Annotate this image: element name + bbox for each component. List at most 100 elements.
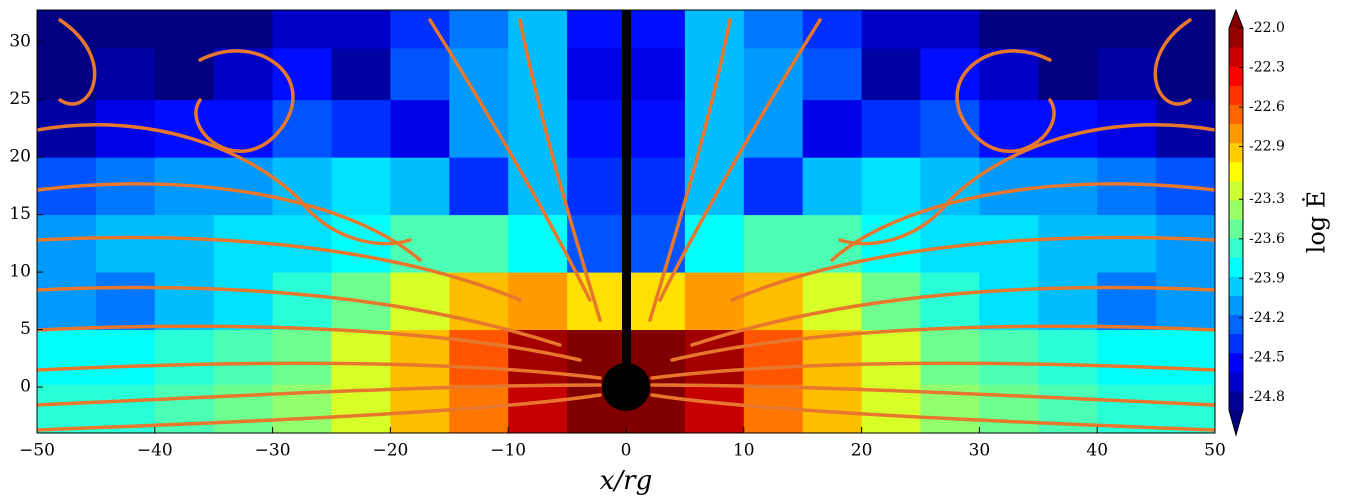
field-cell <box>449 214 509 273</box>
field-cell <box>390 99 450 158</box>
streamline <box>37 383 602 407</box>
colorbar-band <box>1229 390 1243 411</box>
x-tick-label: 20 <box>851 441 873 461</box>
field-cell <box>272 272 332 331</box>
streamline <box>650 393 1215 432</box>
field <box>37 10 1215 433</box>
field-cell <box>1097 214 1157 273</box>
field-cell <box>213 329 274 385</box>
streamline <box>37 123 412 246</box>
streamline <box>650 361 1215 380</box>
field-cell <box>1097 47 1157 101</box>
x-tick-label: −50 <box>19 441 55 461</box>
colorbar: -22.0 -22.3 -22.6 -22.9 -23.3 -23.6 -23.9 -24.2… <box>1228 8 1285 437</box>
field-cell <box>331 329 391 385</box>
field-cell <box>449 99 509 158</box>
streamline <box>838 123 1215 246</box>
field-cell <box>802 10 863 49</box>
field-cell <box>95 329 156 385</box>
field-cell <box>861 329 921 385</box>
colorbar-tick-label: -22.9 <box>1249 139 1285 155</box>
colorbar-band <box>1229 219 1243 239</box>
y-tick-label: 25 <box>9 89 31 109</box>
field-cell <box>508 384 568 433</box>
field-cell <box>684 214 745 273</box>
colorbar-band <box>1229 85 1243 105</box>
field-cell <box>802 157 863 216</box>
field-cell <box>213 272 274 331</box>
streamline <box>670 324 1215 362</box>
y-tick-label: 20 <box>9 147 31 167</box>
field-cell <box>508 99 568 158</box>
field-cell <box>567 99 627 158</box>
streamline <box>37 393 602 432</box>
field-cell <box>626 10 686 49</box>
field-cell <box>213 384 274 433</box>
field-cell <box>95 10 156 49</box>
field-cell <box>979 329 1039 385</box>
colorbar-tick-label: -24.8 <box>1249 389 1285 405</box>
field-cell <box>390 47 450 101</box>
field-cell <box>920 329 980 385</box>
field-cell <box>37 272 97 331</box>
x-tick-label: −20 <box>372 441 408 461</box>
colorbar-extend-top <box>1229 10 1243 28</box>
colorbar-extend-bottom <box>1229 410 1243 435</box>
y-tick-label: 5 <box>20 319 31 339</box>
field-cell <box>213 157 274 216</box>
field-cell <box>272 329 332 385</box>
x-tick-label: 10 <box>733 441 755 461</box>
streamline <box>955 49 1056 153</box>
field-cell <box>37 329 97 385</box>
y-tick-label: 0 <box>20 377 31 397</box>
colorbar-tick-label: -22.6 <box>1249 99 1285 115</box>
streamline <box>37 235 522 302</box>
field-cell <box>390 10 450 49</box>
field-cell <box>567 157 627 216</box>
field-cell <box>331 157 391 216</box>
field-cell <box>1156 272 1215 331</box>
colorbar-tick-label: -23.6 <box>1249 231 1285 247</box>
colorbar-tick-label: -22.3 <box>1249 60 1285 76</box>
field-cell <box>626 99 686 158</box>
streamline <box>428 18 592 302</box>
field-cell <box>272 10 332 49</box>
y-tick-label: 15 <box>9 204 31 224</box>
field-cell <box>567 272 627 331</box>
field-cell <box>802 99 863 158</box>
field-cell <box>508 272 568 331</box>
field-cell <box>449 329 509 385</box>
colorbar-band <box>1229 66 1243 86</box>
x-tick-label: 50 <box>1204 441 1226 461</box>
streamline <box>730 235 1215 302</box>
field-cell <box>390 157 450 216</box>
field-cell <box>979 384 1039 433</box>
field-cell <box>743 272 804 331</box>
field-cell <box>979 272 1039 331</box>
colorbar-tick-label: -23.3 <box>1249 191 1285 207</box>
field-cell <box>1156 47 1215 101</box>
field-cell <box>449 47 509 101</box>
colorbar-band <box>1229 314 1243 335</box>
field-cell <box>743 157 804 216</box>
colorbar-band <box>1229 276 1243 296</box>
field-cell <box>920 10 980 49</box>
field-cell <box>567 47 627 101</box>
field-cell <box>331 10 391 49</box>
streamline <box>37 324 582 362</box>
field-cell <box>449 10 509 49</box>
field-cell <box>449 272 509 331</box>
colorbar-band <box>1229 238 1243 258</box>
field-cell <box>1038 10 1098 49</box>
field-cell <box>684 99 745 158</box>
colorbar-band <box>1229 352 1243 373</box>
field-cell <box>861 99 921 158</box>
field-cell <box>684 10 745 49</box>
field-cell <box>626 47 686 101</box>
colorbar-band <box>1229 28 1243 48</box>
x-tick-label: 0 <box>621 441 632 461</box>
streamline <box>37 361 602 380</box>
colorbar-tick-label: -24.5 <box>1249 349 1285 365</box>
field-cell <box>1156 329 1215 385</box>
colorbar-band <box>1229 371 1243 392</box>
